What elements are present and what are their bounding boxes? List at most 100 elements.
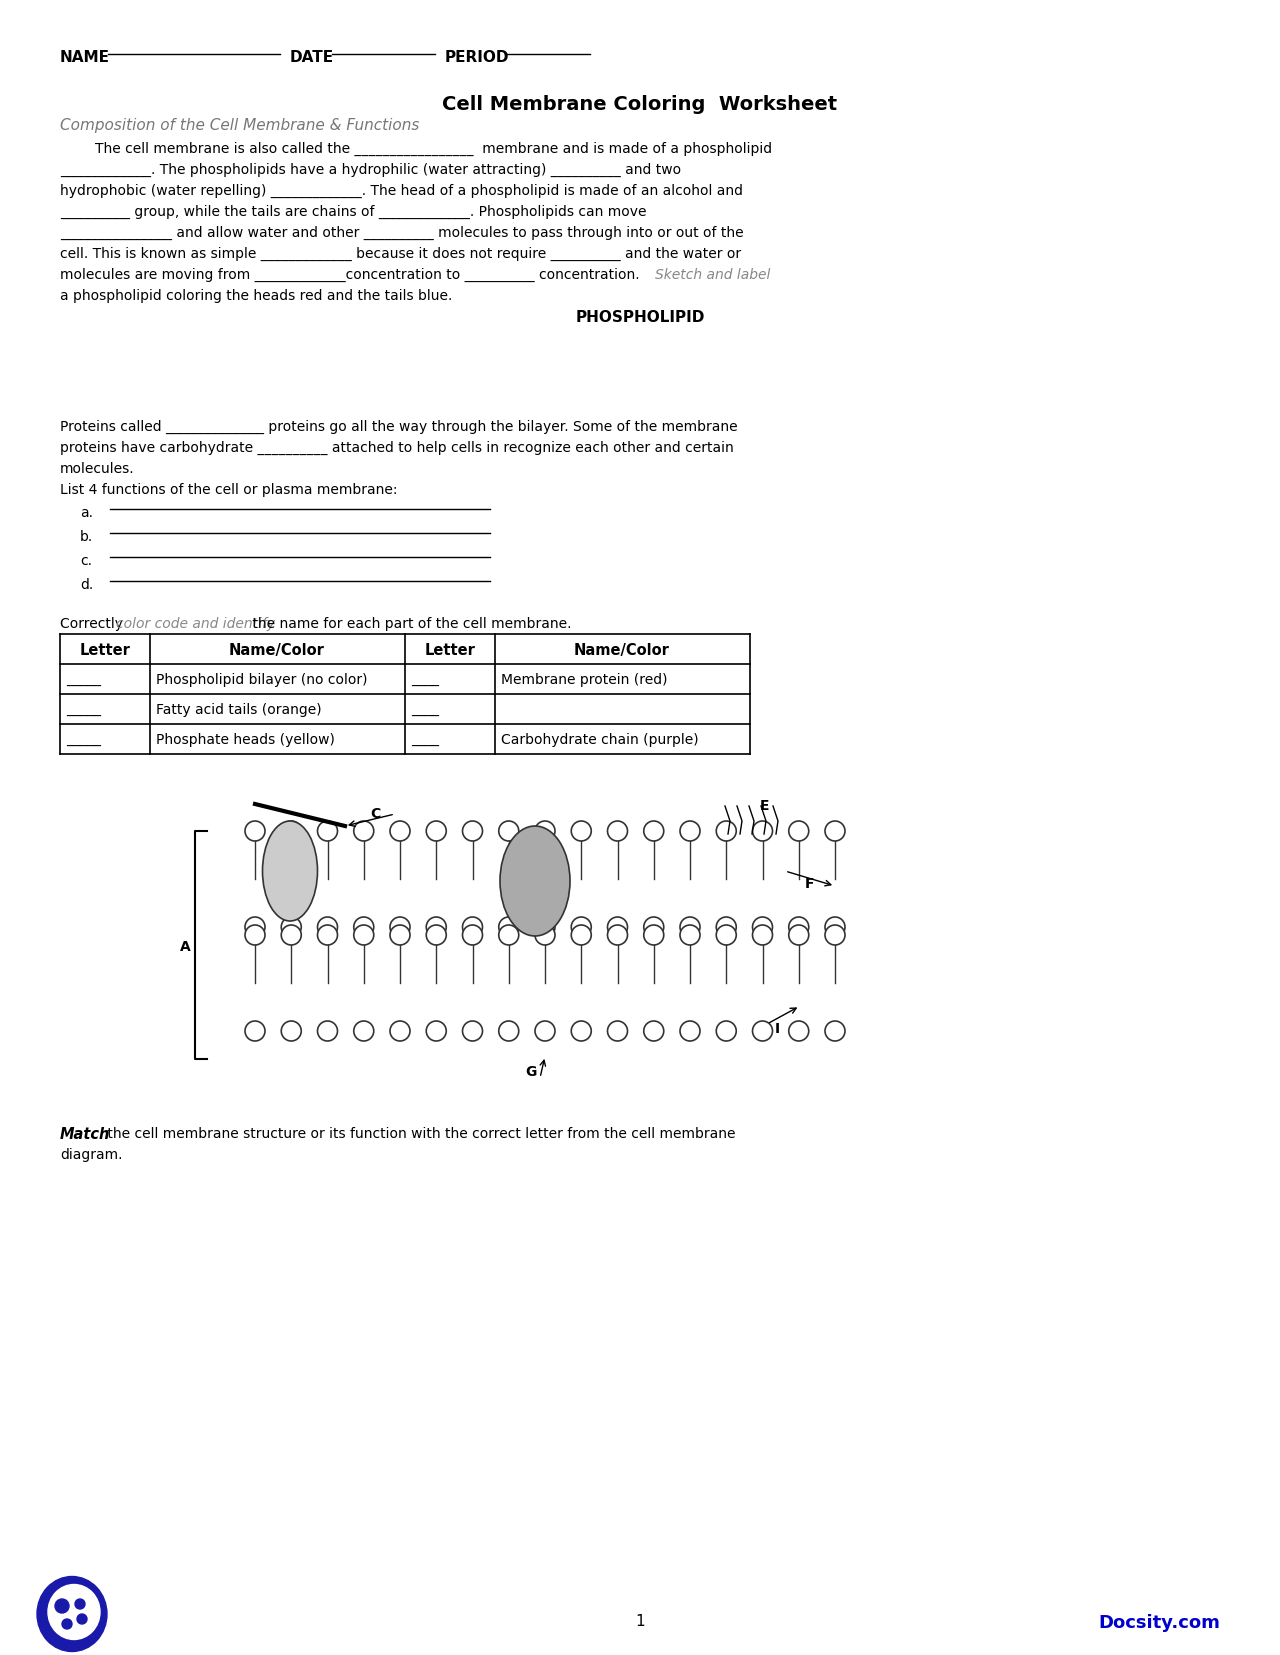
Circle shape — [571, 925, 591, 945]
Text: Correctly: Correctly — [60, 617, 128, 631]
Text: H: H — [529, 877, 540, 890]
Circle shape — [282, 821, 301, 841]
Circle shape — [462, 925, 483, 945]
Circle shape — [499, 821, 518, 841]
Circle shape — [462, 917, 483, 937]
Text: F: F — [805, 877, 814, 890]
Circle shape — [571, 821, 591, 841]
Bar — [175, 776, 915, 1086]
Circle shape — [317, 1021, 338, 1041]
Circle shape — [717, 917, 736, 937]
Circle shape — [788, 821, 809, 841]
Circle shape — [608, 917, 627, 937]
Circle shape — [753, 821, 773, 841]
Text: Cell Membrane Coloring  Worksheet: Cell Membrane Coloring Worksheet — [443, 94, 837, 114]
Circle shape — [426, 917, 447, 937]
Text: __________ group, while the tails are chains of _____________. Phospholipids can: __________ group, while the tails are ch… — [60, 205, 646, 218]
Text: Phospholipid bilayer (no color): Phospholipid bilayer (no color) — [156, 672, 367, 687]
Circle shape — [390, 925, 410, 945]
Text: The cell membrane is also called the _________________  membrane and is made of : The cell membrane is also called the ___… — [60, 142, 772, 156]
Text: PHOSPHOLIPID: PHOSPHOLIPID — [575, 309, 705, 324]
Text: List 4 functions of the cell or plasma membrane:: List 4 functions of the cell or plasma m… — [60, 483, 398, 496]
Text: Composition of the Cell Membrane & Functions: Composition of the Cell Membrane & Funct… — [60, 118, 420, 132]
Circle shape — [608, 925, 627, 945]
Circle shape — [644, 1021, 664, 1041]
Circle shape — [462, 1021, 483, 1041]
Circle shape — [535, 925, 556, 945]
Circle shape — [826, 1021, 845, 1041]
Circle shape — [535, 1021, 556, 1041]
Circle shape — [571, 917, 591, 937]
Text: B: B — [282, 867, 293, 880]
Circle shape — [717, 821, 736, 841]
Text: PERIOD: PERIOD — [445, 50, 509, 65]
Circle shape — [353, 925, 374, 945]
Circle shape — [644, 821, 664, 841]
Circle shape — [535, 917, 556, 937]
Circle shape — [76, 1599, 84, 1609]
Text: A: A — [180, 940, 191, 953]
Text: the cell membrane structure or its function with the correct letter from the cel: the cell membrane structure or its funct… — [102, 1127, 736, 1140]
Text: E: E — [760, 798, 769, 813]
Circle shape — [644, 917, 664, 937]
Text: molecules are moving from _____________concentration to __________ concentration: molecules are moving from _____________c… — [60, 268, 649, 281]
Circle shape — [317, 821, 338, 841]
Circle shape — [717, 925, 736, 945]
Text: Proteins called ______________ proteins go all the way through the bilayer. Some: Proteins called ______________ proteins … — [60, 420, 737, 434]
Text: a phospholipid coloring the heads red and the tails blue.: a phospholipid coloring the heads red an… — [60, 290, 452, 303]
Circle shape — [753, 917, 773, 937]
Text: hydrophobic (water repelling) _____________. The head of a phospholipid is made : hydrophobic (water repelling) __________… — [60, 184, 742, 199]
Circle shape — [390, 821, 410, 841]
Circle shape — [282, 1021, 301, 1041]
Circle shape — [55, 1599, 69, 1614]
Ellipse shape — [262, 821, 317, 922]
Circle shape — [426, 925, 447, 945]
Circle shape — [426, 821, 447, 841]
Circle shape — [753, 925, 773, 945]
Text: C: C — [370, 806, 380, 821]
Circle shape — [282, 925, 301, 945]
Text: I: I — [774, 1021, 780, 1036]
Circle shape — [244, 917, 265, 937]
Text: 1: 1 — [635, 1614, 645, 1629]
Circle shape — [717, 1021, 736, 1041]
Circle shape — [753, 1021, 773, 1041]
Circle shape — [826, 925, 845, 945]
Text: ____: ____ — [411, 733, 439, 746]
Text: _____: _____ — [67, 703, 101, 717]
Circle shape — [680, 821, 700, 841]
Ellipse shape — [49, 1584, 100, 1640]
Circle shape — [462, 821, 483, 841]
Text: d.: d. — [79, 578, 93, 591]
Circle shape — [390, 917, 410, 937]
Text: _____: _____ — [67, 672, 101, 687]
Text: _____: _____ — [67, 733, 101, 746]
Circle shape — [61, 1619, 72, 1629]
Circle shape — [680, 917, 700, 937]
Text: ____: ____ — [411, 703, 439, 717]
Circle shape — [499, 917, 518, 937]
Circle shape — [680, 925, 700, 945]
Text: proteins have carbohydrate __________ attached to help cells in recognize each o: proteins have carbohydrate __________ at… — [60, 440, 733, 455]
Circle shape — [353, 821, 374, 841]
Text: diagram.: diagram. — [60, 1147, 123, 1162]
Text: color code and identify: color code and identify — [116, 617, 275, 631]
Text: Membrane protein (red): Membrane protein (red) — [500, 672, 667, 687]
Text: Sketch and label: Sketch and label — [655, 268, 771, 281]
Text: Fatty acid tails (orange): Fatty acid tails (orange) — [156, 703, 321, 717]
Text: Name/Color: Name/Color — [229, 642, 325, 657]
Text: Carbohydrate chain (purple): Carbohydrate chain (purple) — [500, 733, 699, 746]
Text: NAME: NAME — [60, 50, 110, 65]
Text: ____: ____ — [411, 672, 439, 687]
Circle shape — [353, 917, 374, 937]
Circle shape — [499, 925, 518, 945]
Circle shape — [571, 1021, 591, 1041]
Circle shape — [244, 925, 265, 945]
Circle shape — [608, 1021, 627, 1041]
Text: ________________ and allow water and other __________ molecules to pass through : ________________ and allow water and oth… — [60, 225, 744, 240]
Text: Name/Color: Name/Color — [573, 642, 669, 657]
Circle shape — [353, 1021, 374, 1041]
Circle shape — [608, 821, 627, 841]
Circle shape — [788, 925, 809, 945]
Text: Match: Match — [60, 1127, 110, 1142]
